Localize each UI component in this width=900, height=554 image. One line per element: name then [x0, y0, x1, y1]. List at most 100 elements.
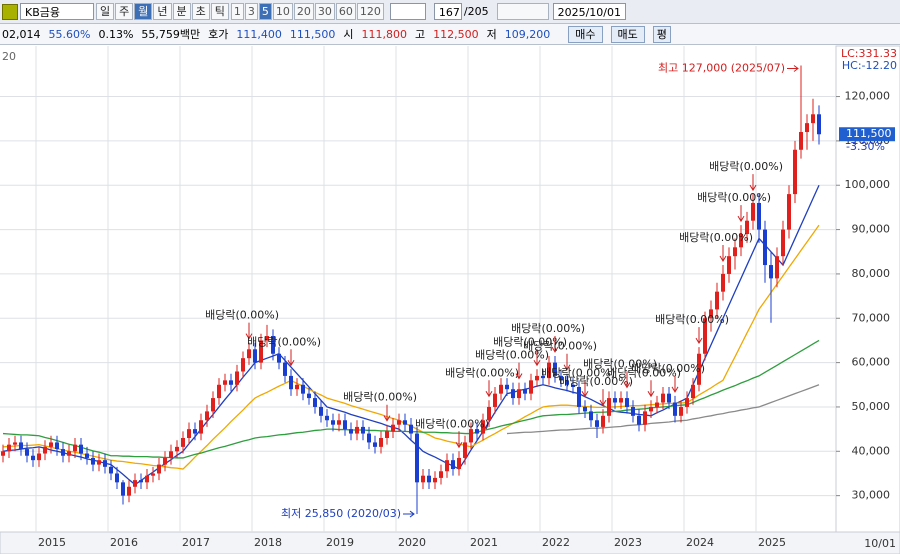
quote-bar: 02,014 55.60% 0.13% 55,759백만 호가 111,400 …	[0, 24, 900, 45]
candle-body	[619, 398, 623, 403]
candle-body	[115, 473, 119, 483]
candle-body	[769, 265, 773, 279]
period-button[interactable]: 초	[191, 3, 210, 20]
x-tick-label: 2021	[470, 536, 498, 549]
candle-body	[505, 384, 509, 390]
candle-body	[19, 442, 23, 450]
high-arrow	[787, 65, 799, 72]
candle-body	[583, 406, 587, 412]
candle-body	[571, 384, 575, 387]
interval-button[interactable]: 10	[272, 3, 293, 20]
interval-button[interactable]: 60	[335, 3, 356, 20]
candle-body	[481, 420, 485, 434]
candle-body	[409, 424, 413, 434]
edit-button[interactable]: 평	[652, 25, 671, 43]
candle-body	[457, 457, 461, 470]
candle-body	[199, 420, 203, 434]
candle-body	[97, 460, 101, 465]
count-input[interactable]: 167	[433, 3, 462, 20]
candle-body	[391, 424, 395, 432]
candle-body	[73, 444, 77, 452]
candle-body	[241, 358, 245, 372]
quote-ratio: 55.60%	[48, 27, 91, 41]
app-icon[interactable]	[2, 3, 18, 20]
candle-body	[301, 384, 305, 394]
candle-body	[373, 442, 377, 447]
candle-body	[787, 194, 791, 230]
quote-volume: 02,014	[2, 27, 41, 41]
stock-input[interactable]: KB금융	[20, 3, 94, 20]
dividend-arrow	[455, 431, 463, 449]
candle-body	[553, 362, 557, 376]
period-button[interactable]: 틱	[210, 3, 229, 20]
period-button[interactable]: 주	[115, 3, 134, 20]
candle-body	[403, 420, 407, 425]
candle-body	[673, 402, 677, 416]
interval-button[interactable]: 1	[230, 3, 244, 20]
candle-body	[181, 437, 185, 447]
date-input[interactable]: 2025/10/01	[552, 3, 626, 20]
interval-button[interactable]: 30	[314, 3, 335, 20]
quote-amount: 55,759백만	[141, 28, 201, 41]
candle-body	[337, 420, 341, 425]
low: 109,200	[504, 27, 551, 41]
candle-body	[151, 473, 155, 476]
y-tick-label: 120,000	[845, 90, 891, 103]
dividend-label: 배당락(0.00%)	[709, 160, 783, 173]
sell-button[interactable]: 매도	[610, 25, 645, 43]
low-arrow	[403, 510, 415, 518]
candle-body	[427, 475, 431, 483]
dividend-label: 배당락(0.00%)	[445, 366, 519, 379]
candle-body	[661, 393, 665, 403]
dividend-arrow	[515, 362, 523, 380]
candle-body	[109, 466, 113, 474]
candle-body	[637, 415, 641, 425]
period-button[interactable]: 월	[134, 3, 153, 20]
x-tick-label: 2018	[254, 536, 282, 549]
x-end-label: 10/01	[864, 537, 896, 550]
candle-body	[703, 318, 707, 354]
price-axis	[835, 45, 900, 533]
interval-button[interactable]: 5	[258, 3, 272, 20]
dividend-label: 배당락(0.00%)	[493, 335, 567, 348]
dropdown[interactable]	[389, 3, 426, 20]
x-tick-label: 2025	[758, 536, 786, 549]
dividend-label: 배당락(0.00%)	[247, 335, 321, 348]
buy-button[interactable]: 매수	[568, 25, 603, 43]
moving-average-line	[506, 384, 820, 435]
candle-body	[763, 229, 767, 266]
candle-body	[229, 380, 233, 385]
dividend-arrow	[245, 322, 253, 340]
y-tick-label: 80,000	[852, 267, 891, 280]
dividend-arrow	[623, 371, 631, 389]
dividend-label: 배당락(0.00%)	[607, 366, 681, 379]
candle-body	[565, 380, 569, 385]
candle-body	[157, 464, 161, 474]
interval-button[interactable]: 20	[293, 3, 314, 20]
period-button[interactable]: 년	[153, 3, 172, 20]
candle-body	[469, 429, 473, 443]
candle-body	[169, 451, 173, 458]
dividend-label: 배당락(0.00%)	[583, 357, 657, 370]
candle-body	[811, 114, 815, 124]
dividend-label: 배당락(0.00%)	[559, 375, 633, 388]
candle-body	[235, 371, 239, 385]
candle-body	[295, 384, 299, 390]
candle-body	[103, 460, 107, 467]
x-tick-label: 2023	[614, 536, 642, 549]
candle-body	[175, 446, 179, 452]
candle-body	[397, 420, 401, 425]
candle-body	[319, 406, 323, 416]
tool-icons[interactable]	[496, 3, 549, 20]
interval-button[interactable]: 120	[356, 3, 384, 20]
candle-body	[85, 453, 89, 458]
candle-body	[187, 429, 191, 438]
high-label: 고	[415, 28, 426, 41]
dividend-label: 배당락(0.00%)	[343, 391, 417, 404]
interval-button[interactable]: 3	[244, 3, 258, 20]
candle-body	[559, 375, 563, 381]
dividend-label: 배당락(0.00%)	[679, 231, 753, 244]
x-tick-label: 2019	[326, 536, 354, 549]
period-button[interactable]: 일	[96, 3, 115, 20]
period-button[interactable]: 분	[172, 3, 191, 20]
